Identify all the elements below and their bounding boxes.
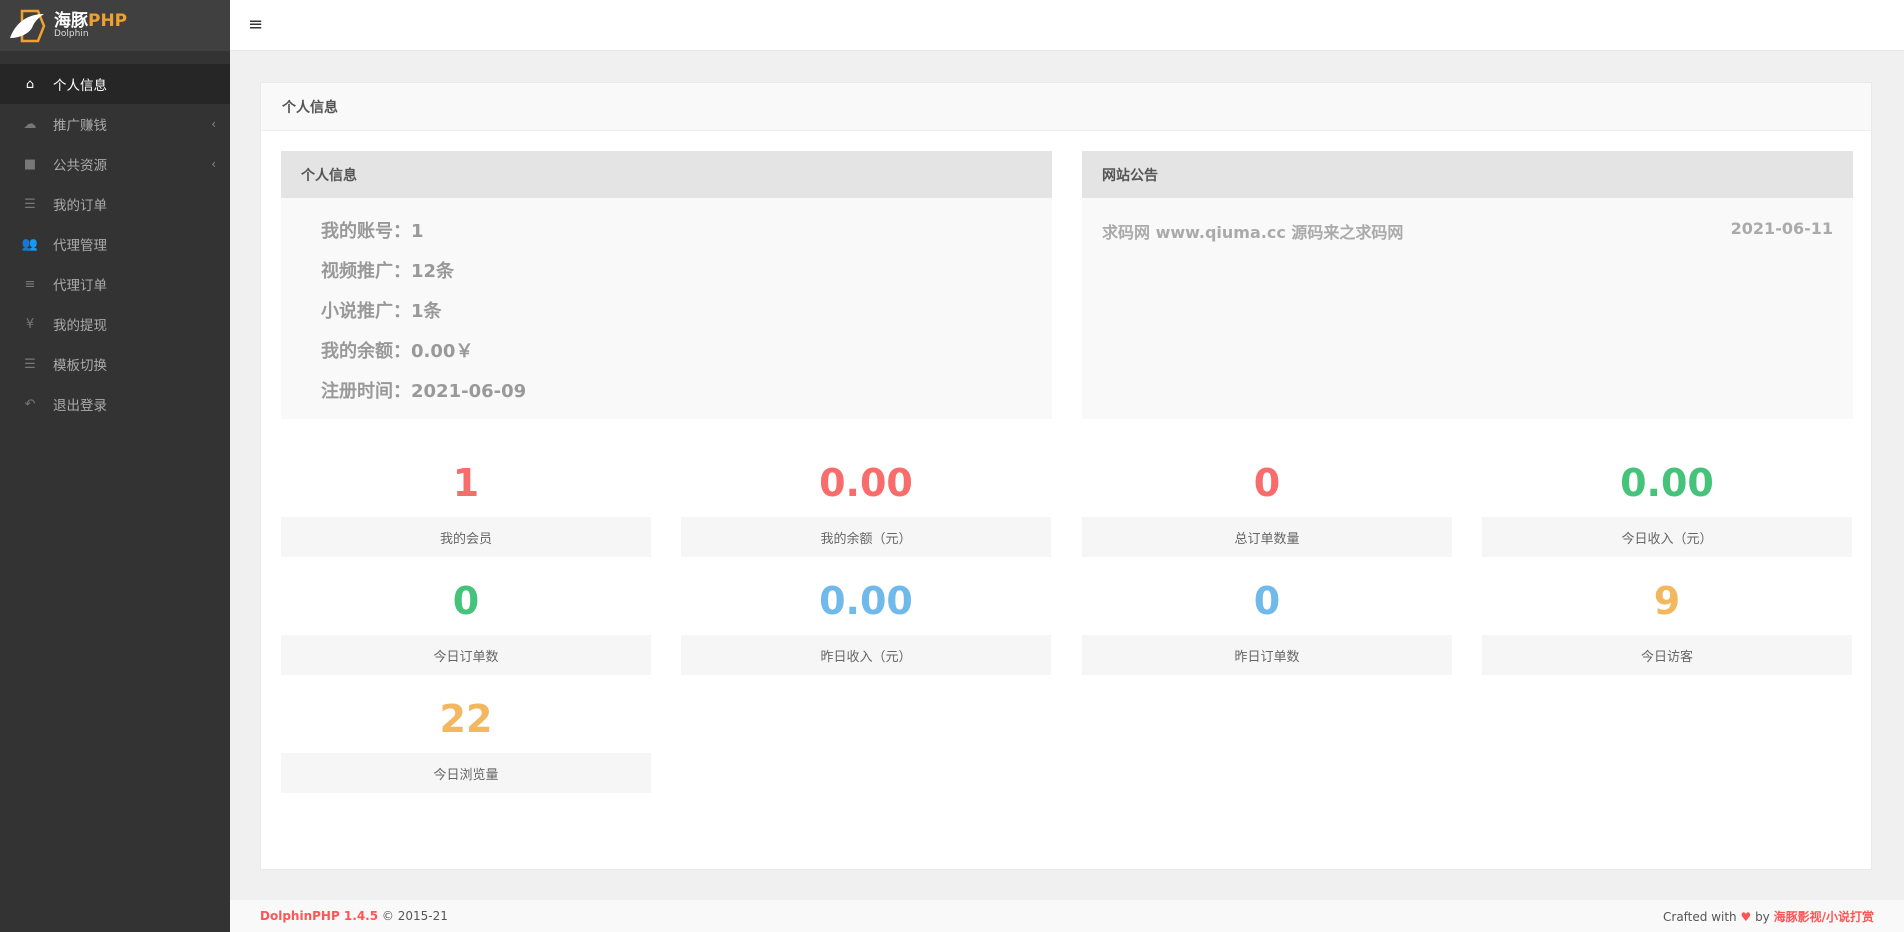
sidebar-item-label: 公共资源 — [53, 158, 107, 174]
profile-row: 小说推广：1条 — [321, 301, 442, 322]
top-header: ≡ — [230, 0, 1904, 51]
profile-box: 个人信息 我的账号：1 视频推广：12条 小说推广：1条我的余额：0.00￥ 注册时间… — [281, 151, 1052, 419]
bars-icon: ≡ — [24, 276, 36, 292]
sidebar-item-2[interactable]: ■ 公共资源 ‹ — [0, 144, 230, 184]
users-icon: 👥 — [21, 236, 39, 252]
dolphin-logo-icon — [10, 9, 46, 42]
notice-box-title: 网站公告 — [1082, 151, 1853, 198]
reply-icon: ↶ — [24, 396, 36, 412]
footer: DolphinPHP 1.4.5 © 2015-21 Crafted with … — [230, 900, 1904, 932]
list-icon: ☰ — [24, 356, 36, 372]
profile-row: 我的余额：0.00￥ — [321, 341, 474, 362]
stat-label: 今日收入（元） — [1482, 517, 1852, 557]
sidebar-item-6[interactable]: ¥ 我的提现 — [0, 304, 230, 344]
notice-item[interactable]: 求码网 www.qiuma.cc 源码来之求码网 2021-06-11 — [1102, 219, 1833, 243]
stat-value: 0.00 — [819, 579, 913, 623]
chevron-left-icon: ‹ — [211, 157, 216, 171]
stat-label: 今日浏览量 — [281, 753, 651, 793]
stat-value: 0 — [452, 579, 480, 623]
footer-brand-link[interactable]: DolphinPHP 1.4.5 — [260, 909, 379, 923]
yen-icon: ¥ — [25, 316, 35, 332]
notice-box: 网站公告 求码网 www.qiuma.cc 源码来之求码网 2021-06-11 — [1082, 151, 1853, 419]
footer-by: by — [1751, 909, 1774, 924]
stat-card: 0.00 今日收入（元） — [1482, 449, 1852, 557]
stat-card: 9 今日访客 — [1482, 567, 1852, 675]
stat-card: 1 我的会员 — [281, 449, 651, 557]
stat-card: 0.00 我的余额（元） — [681, 449, 1051, 557]
sidebar-item-7[interactable]: ☰ 模板切换 — [0, 344, 230, 384]
logo[interactable]: 海豚PHP Dolphin — [0, 0, 230, 51]
stat-card: 0 今日订单数 — [281, 567, 651, 675]
cloud-icon: ☁ — [23, 116, 37, 132]
sidebar-item-3[interactable]: ☰ 我的订单 — [0, 184, 230, 224]
sidebar-item-label: 模板切换 — [53, 358, 107, 374]
stat-value: 9 — [1653, 579, 1681, 623]
home-icon: ⌂ — [25, 76, 35, 92]
hamburger-menu-icon[interactable]: ≡ — [248, 14, 264, 35]
notice-text[interactable]: 求码网 www.qiuma.cc 源码来之求码网 — [1102, 223, 1404, 242]
stat-card: 22 今日浏览量 — [281, 685, 651, 793]
logo-text: 海豚 — [54, 10, 88, 31]
sidebar-item-label: 我的订单 — [53, 198, 107, 214]
stat-label: 总订单数量 — [1082, 517, 1452, 557]
stat-value: 0.00 — [1620, 461, 1714, 505]
stat-label: 今日订单数 — [281, 635, 651, 675]
sidebar-item-8[interactable]: ↶ 退出登录 — [0, 384, 230, 424]
sidebar-item-1[interactable]: ☁ 推广赚钱 ‹ — [0, 104, 230, 144]
sidebar-item-0[interactable]: ⌂ 个人信息 — [0, 64, 230, 104]
sidebar-item-label: 推广赚钱 — [53, 118, 107, 134]
sidebar-item-label: 代理管理 — [53, 238, 107, 254]
chevron-left-icon: ‹ — [211, 117, 216, 131]
profile-row: 注册时间：2021-06-09 — [321, 381, 527, 402]
footer-author-link[interactable]: 海豚影视/小说打赏 — [1773, 909, 1874, 924]
notice-date: 2021-06-11 — [1730, 219, 1833, 238]
stat-label: 昨日订单数 — [1082, 635, 1452, 675]
sidebar-nav: ⌂ 个人信息 ☁ 推广赚钱 ‹ ■ 公共资源 ‹ ☰ 我的订单 👥 代理管理 ≡ 代理订单 ¥ 我的提现 ☰ 模板… — [0, 64, 230, 424]
sidebar-item-label: 退出登录 — [53, 398, 107, 414]
stat-card: 0.00 昨日收入（元） — [681, 567, 1051, 675]
stat-label: 今日访客 — [1482, 635, 1852, 675]
footer-crafted: Crafted with — [1663, 909, 1741, 924]
sidebar-item-label: 代理订单 — [53, 278, 107, 294]
stat-value: 22 — [439, 697, 493, 741]
stat-value: 0 — [1253, 461, 1281, 505]
sidebar-item-4[interactable]: 👥 代理管理 — [0, 224, 230, 264]
list-icon: ☰ — [24, 196, 36, 212]
sidebar-item-5[interactable]: ≡ 代理订单 — [0, 264, 230, 304]
profile-row: 我的账号：1 — [321, 221, 424, 242]
sidebar-item-label: 个人信息 — [53, 78, 107, 94]
content-panel: 个人信息 个人信息 我的账号：1 视频推广：12条 小说推广：1条我的余额：0.00… — [260, 82, 1872, 870]
stat-label: 我的余额（元） — [681, 517, 1051, 557]
video-camera-icon: ■ — [23, 156, 37, 172]
footer-copyright: © 2015-21 — [378, 909, 448, 923]
profile-row: 视频推广：12条 — [321, 261, 455, 282]
profile-box-title: 个人信息 — [281, 151, 1052, 198]
stat-value: 1 — [452, 461, 480, 505]
sidebar: 海豚PHP Dolphin ⌂ 个人信息 ☁ 推广赚钱 ‹ ■ 公共资源 ‹ ☰ 我的订单 👥 代理管理… — [0, 0, 230, 932]
heart-icon: ♥ — [1740, 909, 1752, 924]
stat-card: 0 昨日订单数 — [1082, 567, 1452, 675]
logo-text-php: PHP — [88, 10, 128, 31]
panel-title: 个人信息 — [261, 83, 1871, 131]
stat-value: 0 — [1253, 579, 1281, 623]
logo-subtext: Dolphin — [54, 28, 89, 39]
stat-value: 0.00 — [819, 461, 913, 505]
stat-label: 我的会员 — [281, 517, 651, 557]
stat-label: 昨日收入（元） — [681, 635, 1051, 675]
stat-card: 0 总订单数量 — [1082, 449, 1452, 557]
sidebar-item-label: 我的提现 — [53, 318, 107, 334]
